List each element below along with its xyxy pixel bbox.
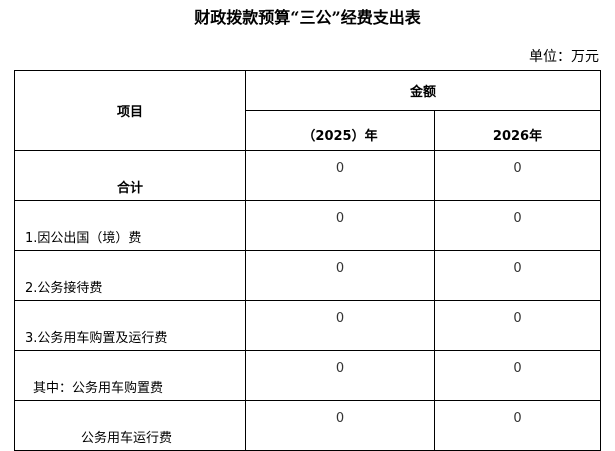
value-2025: 0 <box>245 250 435 301</box>
row-label: 合计 <box>14 150 246 201</box>
value-2026: 0 <box>434 200 601 251</box>
value-2026: 0 <box>434 150 601 201</box>
header-amount: 金额 <box>245 70 601 111</box>
value-2025: 0 <box>245 400 435 451</box>
row-label: 公务用车运行费 <box>14 400 246 451</box>
value-2026: 0 <box>434 400 601 451</box>
value-2026: 0 <box>434 300 601 351</box>
header-2026: 2026年 <box>434 110 601 151</box>
value-2026: 0 <box>434 250 601 301</box>
table-row-total: 合计 0 0 <box>14 150 601 201</box>
table-row: 其中：公务用车购置费 0 0 <box>14 350 601 401</box>
row-label: 1.因公出国（境）费 <box>14 200 246 251</box>
table-row: 2.公务接待费 0 0 <box>14 250 601 301</box>
value-2025: 0 <box>245 200 435 251</box>
row-label: 3.公务用车购置及运行费 <box>14 300 246 351</box>
header-2025: （2025）年 <box>245 110 435 151</box>
expense-table: 项目 金额 （2025）年 2026年 合计 0 0 1.因公出国（境）费 0 … <box>14 70 601 451</box>
table-row: 公务用车运行费 0 0 <box>14 400 601 451</box>
table-row: 1.因公出国（境）费 0 0 <box>14 200 601 251</box>
header-item: 项目 <box>14 70 246 151</box>
value-2026: 0 <box>434 350 601 401</box>
row-label: 2.公务接待费 <box>14 250 246 301</box>
row-label: 其中：公务用车购置费 <box>14 350 246 401</box>
value-2025: 0 <box>245 300 435 351</box>
value-2025: 0 <box>245 150 435 201</box>
page-title: 财政拨款预算“三公”经费支出表 <box>194 8 421 27</box>
value-2025: 0 <box>245 350 435 401</box>
table-row: 3.公务用车购置及运行费 0 0 <box>14 300 601 351</box>
unit-label: 单位：万元 <box>529 49 599 65</box>
